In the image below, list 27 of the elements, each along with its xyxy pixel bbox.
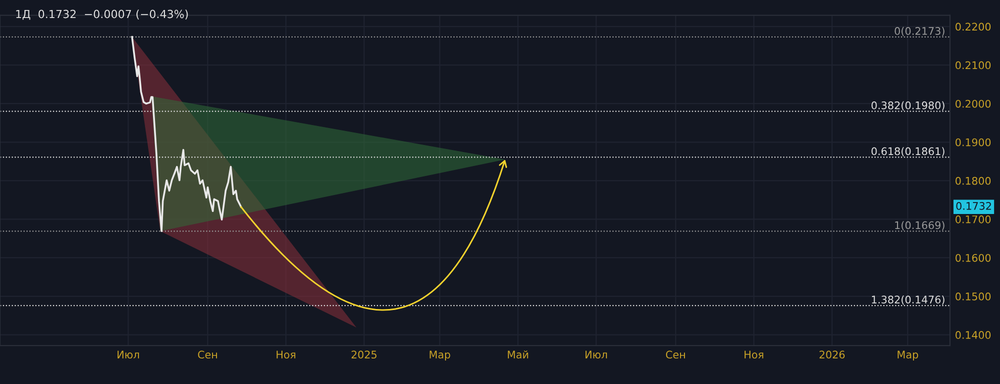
y-tick-label: 0.2000 bbox=[956, 100, 991, 108]
chart-title: 1Д 0.1732 −0.0007 (−0.43%) bbox=[16, 10, 188, 20]
x-tick-label: 2025 bbox=[352, 350, 376, 359]
ref-line-label: 1.382(0.1476) bbox=[872, 295, 944, 305]
y-tick-label: 0.1700 bbox=[956, 215, 991, 224]
x-tick-label: Июл bbox=[586, 350, 607, 359]
x-tick-label: Сен bbox=[198, 350, 217, 359]
y-tick-label: 0.1500 bbox=[956, 292, 991, 300]
x-tick-label: Мар bbox=[430, 350, 450, 361]
x-tick-label: Ноя bbox=[276, 350, 296, 359]
y-tick-label: 0.2100 bbox=[956, 61, 991, 70]
y-tick-label: 0.1900 bbox=[956, 138, 991, 146]
ref-line-label: 0(0.2173) bbox=[894, 26, 944, 36]
x-tick-label: Мар bbox=[898, 350, 918, 361]
x-tick-label: Июл bbox=[118, 350, 139, 359]
x-tick-label: 2026 bbox=[820, 350, 845, 359]
y-tick-label: 0.1400 bbox=[956, 331, 991, 339]
x-tick-label: Май bbox=[508, 350, 528, 359]
y-tick-label: 0.1600 bbox=[956, 254, 991, 262]
ref-line-label: 0.618(0.1861) bbox=[872, 147, 944, 156]
x-tick-label: Сен bbox=[666, 350, 685, 359]
y-tick-label: 0.2200 bbox=[956, 22, 991, 31]
ref-line-label: 0.382(0.1980) bbox=[872, 101, 944, 111]
ref-line-label: 1(0.1669) bbox=[895, 221, 944, 230]
x-tick-label: Ноя bbox=[744, 350, 764, 359]
text: 0.1732 bbox=[956, 202, 991, 210]
y-tick-label: 0.1800 bbox=[956, 176, 991, 185]
